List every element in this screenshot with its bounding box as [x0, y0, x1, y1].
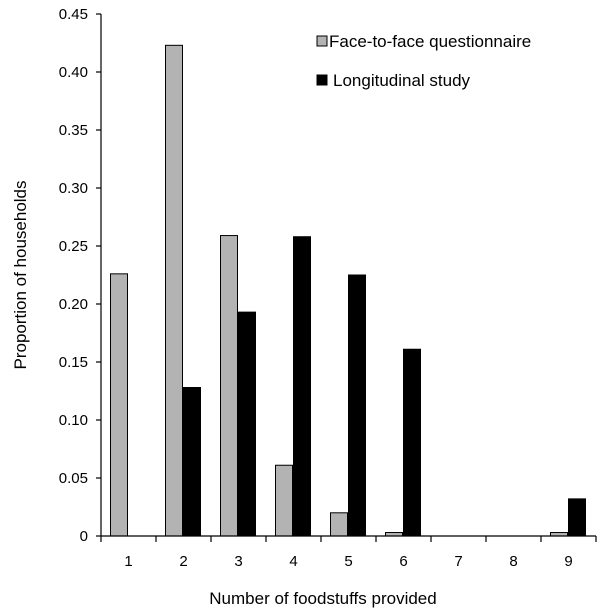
- bar-face-to-face-4: [275, 464, 293, 537]
- bar-face-to-face-2: [165, 44, 183, 537]
- x-tick-label: 7: [454, 553, 462, 570]
- axes-layer: [96, 13, 597, 542]
- x-tick-label: 3: [234, 553, 242, 570]
- bar-longitudinal-2: [183, 387, 201, 537]
- y-tick-label: 0.40: [59, 64, 88, 81]
- y-tick-label: 0.30: [59, 180, 88, 197]
- x-tick-label: 8: [509, 553, 517, 570]
- bars-layer: [110, 44, 586, 537]
- y-tick-label: 0.45: [59, 6, 88, 23]
- x-tick-label: 1: [124, 553, 132, 570]
- x-tick-labels: 1 2 3 4 5 6 7 8 9: [124, 553, 572, 570]
- bar-longitudinal-3: [238, 311, 256, 537]
- bar-longitudinal-9: [568, 498, 586, 537]
- bar-face-to-face-1: [110, 273, 128, 537]
- y-tick-label: 0.35: [59, 122, 88, 139]
- y-tick-label: 0.05: [59, 470, 88, 487]
- legend-swatch-face-to-face: [316, 35, 328, 47]
- x-tick-label: 5: [344, 553, 352, 570]
- legend: Face-to-face questionnaire Longitudinal …: [316, 32, 531, 90]
- y-tick-labels: 0 0.05 0.10 0.15 0.20 0.25 0.30 0.35 0.40 0.45: [59, 6, 88, 545]
- legend-swatch-longitudinal: [316, 74, 328, 86]
- y-tick-label: 0.25: [59, 238, 88, 255]
- y-tick-label: 0: [80, 528, 88, 545]
- y-axis-title: Proportion of households: [11, 180, 30, 369]
- legend-label-face-to-face: Face-to-face questionnaire: [329, 32, 531, 51]
- bar-longitudinal-4: [293, 236, 311, 537]
- x-tick-label: 2: [179, 553, 187, 570]
- x-axis-title: Number of foodstuffs provided: [209, 589, 436, 608]
- legend-label-longitudinal: Longitudinal study: [333, 71, 471, 90]
- y-tick-label: 0.15: [59, 354, 88, 371]
- x-tick-label: 4: [289, 553, 297, 570]
- bar-face-to-face-5: [330, 512, 348, 537]
- x-tick-label: 9: [564, 553, 572, 570]
- bar-face-to-face-3: [220, 235, 238, 537]
- y-tick-label: 0.10: [59, 412, 88, 429]
- bar-longitudinal-6: [403, 348, 421, 537]
- bar-longitudinal-5: [348, 274, 366, 537]
- y-tick-label: 0.20: [59, 296, 88, 313]
- x-tick-label: 6: [399, 553, 407, 570]
